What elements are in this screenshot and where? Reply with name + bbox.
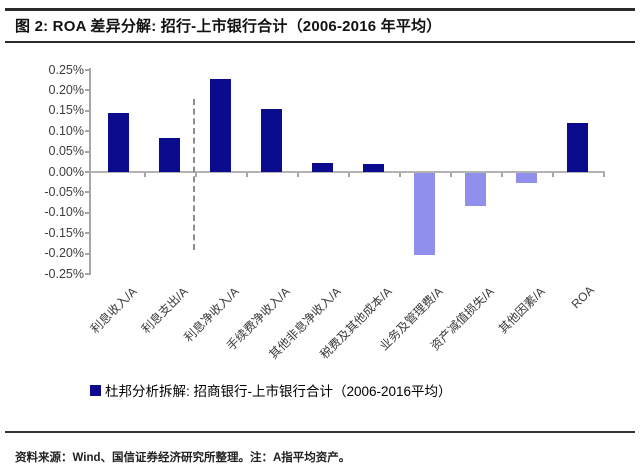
x-axis-tick-mark [296,173,299,177]
x-axis-tick-mark [449,173,452,177]
y-axis-tick-mark [85,252,90,255]
bar-4 [260,109,282,172]
y-axis-tick-mark [85,232,90,235]
separator-dashed-line [193,99,195,250]
x-axis-tick-mark [347,173,350,177]
y-axis-tick-mark [85,211,90,214]
y-axis-tick-label: 0.20% [48,82,84,97]
y-axis-tick-label: -0.20% [44,246,84,261]
y-axis-tick-mark [85,171,90,173]
y-axis-tick-mark [85,150,90,153]
y-axis-tick-mark [85,191,90,194]
legend-color-swatch [90,384,101,396]
x-axis-tick-mark [143,173,146,177]
y-axis-tick-mark [85,130,90,133]
x-axis-category-label: 利息收入/A [87,284,140,337]
x-axis-zero-line [90,171,605,173]
y-axis-tick-mark [85,89,90,92]
x-axis-tick-mark [602,173,605,177]
y-axis-tick-label: 0.25% [48,62,84,77]
figure-title: 图 2: ROA 差异分解: 招行-上市银行合计（2006-2016 年平均） [15,18,442,35]
y-axis-tick-mark [85,273,90,275]
bar-1 [107,112,129,172]
y-axis-tick-label: -0.15% [44,225,84,240]
y-axis-tick-label: -0.05% [44,184,84,199]
footer-divider [5,431,635,433]
source-note: 资料来源：Wind、国信证券经济研究所整理。注：A指平均资产。 [15,452,351,464]
y-axis-tick-label: -0.25% [44,266,84,281]
x-axis-tick-mark [551,173,554,177]
y-axis-tick-label: 0.15% [48,103,84,118]
title-divider [5,41,635,43]
y-axis-tick-mark [85,69,90,71]
top-divider [5,8,635,11]
legend-label: 杜邦分析拆解: 招商银行-上市银行合计（2006-2016平均） [105,384,452,399]
x-axis-tick-mark [245,173,248,177]
bar-10 [566,123,588,172]
y-axis-tick-mark [85,109,90,112]
bar-9 [515,173,537,183]
x-axis-tick-mark [398,173,401,177]
y-axis-tick-label: 0.00% [48,164,84,179]
x-axis-category-label: ROA [568,283,597,312]
bar-2 [158,138,180,172]
bar-5 [311,162,333,172]
bar-3 [209,78,231,172]
x-axis-category-label: 其他因素/A [495,284,548,337]
y-axis-tick-label: 0.10% [48,123,84,138]
bar-6 [362,163,384,172]
bar-7 [413,173,435,255]
y-axis-tick-label: 0.05% [48,144,84,159]
y-axis-tick-label: -0.10% [44,205,84,220]
bar-8 [464,173,486,206]
x-axis-tick-mark [500,173,503,177]
x-axis-tick-mark [194,173,197,177]
chart-legend: 杜邦分析拆解: 招商银行-上市银行合计（2006-2016平均） [90,380,452,400]
